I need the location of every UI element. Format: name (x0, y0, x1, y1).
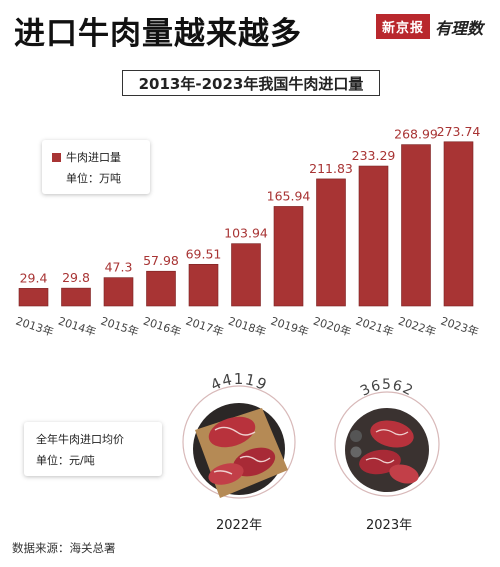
bar-value-label: 233.29 (352, 148, 396, 163)
chart-title: 2013年-2023年我国牛肉进口量 (122, 70, 380, 96)
bar-value-label: 47.3 (105, 260, 133, 275)
brand-script: 有理数 (435, 18, 484, 38)
bar-2022年 (401, 144, 431, 307)
bar-value-label: 165.94 (267, 188, 311, 203)
price-year-2023: 2023年 (366, 518, 413, 533)
x-tick-labels-layer: 2013年 2014年 2015年 2016年 2017年 2018年 2019年 2020年… (14, 314, 480, 339)
medallion-2023-ring (334, 391, 440, 497)
x-tick-label: 2019年 (269, 314, 310, 339)
steak-2022-a (208, 416, 256, 448)
bar-value-label: 103.94 (224, 226, 268, 241)
bars-layer (18, 141, 474, 307)
legend-item: 牛肉进口量 (52, 149, 121, 165)
bar-value-label: 29.8 (62, 270, 90, 285)
x-tick-label: 2022年 (397, 314, 438, 339)
x-tick-label: 2023年 (439, 314, 480, 339)
price-legend-title: 全年牛肉进口均价 (36, 433, 124, 446)
legend-swatch (52, 152, 61, 162)
bar-2020年 (316, 178, 346, 307)
marbling-2022 (213, 426, 271, 475)
bar-2016年 (146, 270, 176, 307)
page-title: 进口牛肉量越来越多 (14, 16, 302, 52)
bar-value-label: 57.98 (143, 253, 179, 268)
bar-value-label: 211.83 (309, 161, 353, 176)
pepper-shaker-icon (350, 446, 362, 458)
marbling-2023 (365, 429, 409, 464)
bar-2013年 (18, 288, 49, 307)
x-tick-label: 2021年 (354, 314, 395, 339)
brand-box: 新京报 (376, 14, 431, 39)
steak-2023-a (370, 420, 414, 448)
steak-2022-c (208, 463, 244, 485)
x-tick-label: 2018年 (227, 314, 268, 339)
bar-value-label: 273.74 (437, 124, 481, 139)
bar-2019年 (273, 206, 304, 307)
price-2023-medallion (334, 391, 440, 497)
steak-2023-b (359, 449, 401, 475)
x-tick-label: 2017年 (184, 314, 225, 339)
x-tick-label: 2014年 (57, 314, 98, 339)
bar-2015年 (103, 277, 134, 307)
bar-value-label: 268.99 (394, 127, 438, 142)
brand-logo: 新京报 有理数 (376, 14, 483, 39)
bar-value-label: 29.4 (20, 270, 48, 285)
price-2022-value: 44119 (208, 370, 270, 394)
x-tick-label: 2016年 (142, 314, 183, 339)
bar-2017年 (188, 263, 219, 307)
x-tick-label: 2015年 (99, 314, 140, 339)
x-tick-label: 2013年 (14, 314, 55, 339)
x-tick-label: 2020年 (312, 314, 353, 339)
medallion-2022-ring (182, 385, 296, 499)
steak-2023-c (389, 464, 419, 484)
chart-legend: 牛肉进口量 单位：万吨 (42, 140, 150, 194)
bar-value-label: 69.51 (186, 246, 222, 261)
bar-2023年 (443, 141, 474, 307)
legend-label: 牛肉进口量 (66, 151, 121, 164)
price-legend-unit: 单位：元/吨 (36, 454, 95, 467)
bar-2021年 (358, 165, 389, 307)
price-legend: 全年牛肉进口均价 单位：元/吨 (24, 422, 162, 476)
salt-shaker-icon (350, 430, 362, 442)
steak-2022-b (232, 447, 276, 477)
price-2022-medallion (182, 385, 296, 499)
price-2023-value: 36562 (358, 377, 416, 399)
price-year-2022: 2022年 (216, 518, 263, 533)
bar-2018年 (231, 243, 261, 307)
bar-2014年 (61, 287, 91, 307)
data-source: 数据来源：海关总署 (12, 541, 116, 555)
legend-unit: 单位：万吨 (66, 172, 121, 185)
